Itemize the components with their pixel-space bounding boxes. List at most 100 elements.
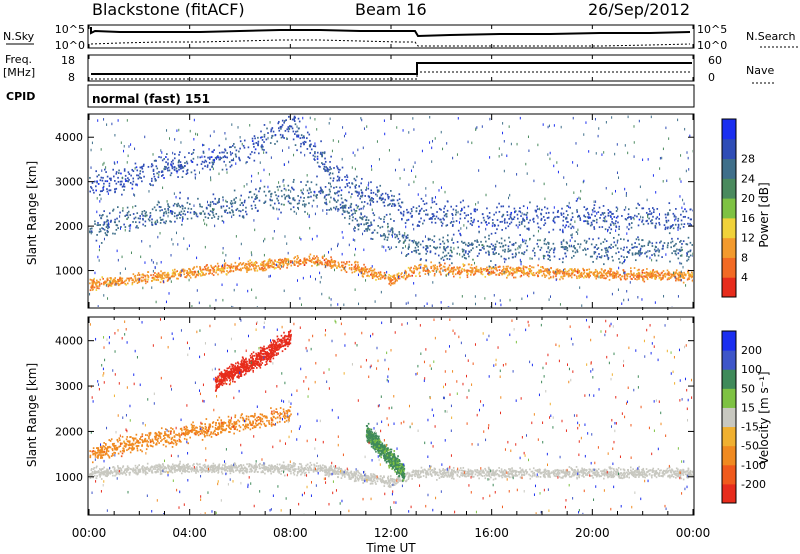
- power-point: [407, 218, 410, 221]
- power-point: [565, 210, 568, 213]
- power-point: [622, 269, 625, 272]
- power-point: [297, 134, 300, 137]
- power-point: [231, 266, 233, 269]
- power-point: [210, 178, 212, 182]
- power-point: [620, 247, 622, 250]
- power-point: [473, 218, 476, 221]
- power-point: [203, 161, 206, 164]
- power-point: [572, 161, 574, 164]
- power-point: [458, 270, 461, 273]
- power-point: [610, 228, 613, 231]
- power-point: [268, 258, 271, 261]
- power-point: [283, 193, 286, 196]
- power-point: [579, 217, 581, 220]
- power-point: [569, 239, 571, 242]
- velocity-point: [576, 476, 578, 479]
- power-point: [308, 202, 310, 205]
- power-point: [486, 215, 489, 218]
- power-point: [597, 237, 600, 240]
- power-point: [578, 271, 580, 273]
- power-point: [218, 172, 220, 176]
- power-point: [123, 223, 125, 226]
- power-point: [194, 276, 197, 279]
- power-point: [202, 268, 205, 271]
- power-point: [288, 196, 290, 199]
- power-point: [323, 254, 325, 257]
- power-point: [149, 216, 151, 219]
- power-point: [375, 271, 378, 274]
- power-point: [280, 136, 283, 139]
- power-point: [571, 212, 574, 215]
- power-point: [495, 252, 497, 254]
- power-point: [544, 238, 546, 240]
- power-point: [678, 248, 680, 251]
- power-point: [508, 273, 511, 276]
- power-point: [142, 279, 144, 282]
- power-point: [203, 266, 206, 268]
- power-point: [488, 253, 490, 256]
- power-point: [522, 205, 525, 208]
- power-point: [356, 223, 359, 226]
- power-point: [282, 261, 285, 264]
- power-point: [605, 220, 608, 223]
- power-point: [189, 211, 192, 214]
- power-point: [153, 277, 156, 279]
- power-point: [353, 208, 355, 211]
- power-point: [390, 278, 393, 280]
- power-point: [133, 193, 135, 196]
- power-point: [332, 177, 335, 180]
- power-point: [671, 252, 673, 255]
- power-point: [322, 209, 324, 212]
- power-point: [505, 271, 508, 274]
- power-point: [491, 271, 494, 274]
- power-point: [114, 188, 116, 191]
- power-point: [151, 258, 153, 262]
- power-point: [604, 238, 606, 241]
- power-point: [151, 177, 153, 180]
- power-point: [337, 261, 340, 264]
- power-point: [291, 118, 294, 121]
- power-point: [156, 276, 159, 279]
- power-point: [498, 155, 500, 158]
- power-point: [293, 117, 296, 120]
- power-point: [282, 178, 285, 181]
- power-point: [687, 250, 690, 253]
- power-point: [292, 197, 295, 199]
- power-point: [216, 155, 219, 158]
- power-point: [340, 197, 343, 200]
- power-point: [115, 171, 118, 173]
- power-point: [447, 267, 450, 270]
- power-point: [388, 273, 390, 276]
- power-point: [215, 298, 217, 302]
- power-point: [215, 269, 218, 272]
- power-point: [577, 228, 579, 232]
- power-point: [679, 248, 681, 252]
- power-point: [626, 246, 628, 249]
- power-point: [418, 264, 421, 266]
- power-point: [96, 224, 99, 227]
- power-point: [314, 257, 317, 259]
- power-point: [220, 265, 223, 268]
- power-point: [577, 215, 579, 218]
- power-point: [104, 168, 106, 171]
- power-point: [325, 198, 327, 201]
- power-point: [144, 282, 147, 285]
- power-point: [537, 245, 540, 248]
- power-point: [512, 218, 515, 220]
- velocity-point: [199, 463, 201, 466]
- power-point: [588, 276, 590, 279]
- power-point: [214, 224, 216, 228]
- power-point: [190, 208, 193, 210]
- power-point: [444, 205, 446, 208]
- power-point: [381, 276, 384, 279]
- power-point: [645, 251, 648, 254]
- power-point: [101, 227, 103, 230]
- power-point: [331, 261, 334, 264]
- power-point: [357, 223, 360, 226]
- power-point: [432, 270, 435, 272]
- power-point: [370, 192, 373, 194]
- power-point: [348, 264, 350, 266]
- power-point: [606, 253, 608, 256]
- power-point: [90, 227, 93, 230]
- power-point: [618, 176, 620, 179]
